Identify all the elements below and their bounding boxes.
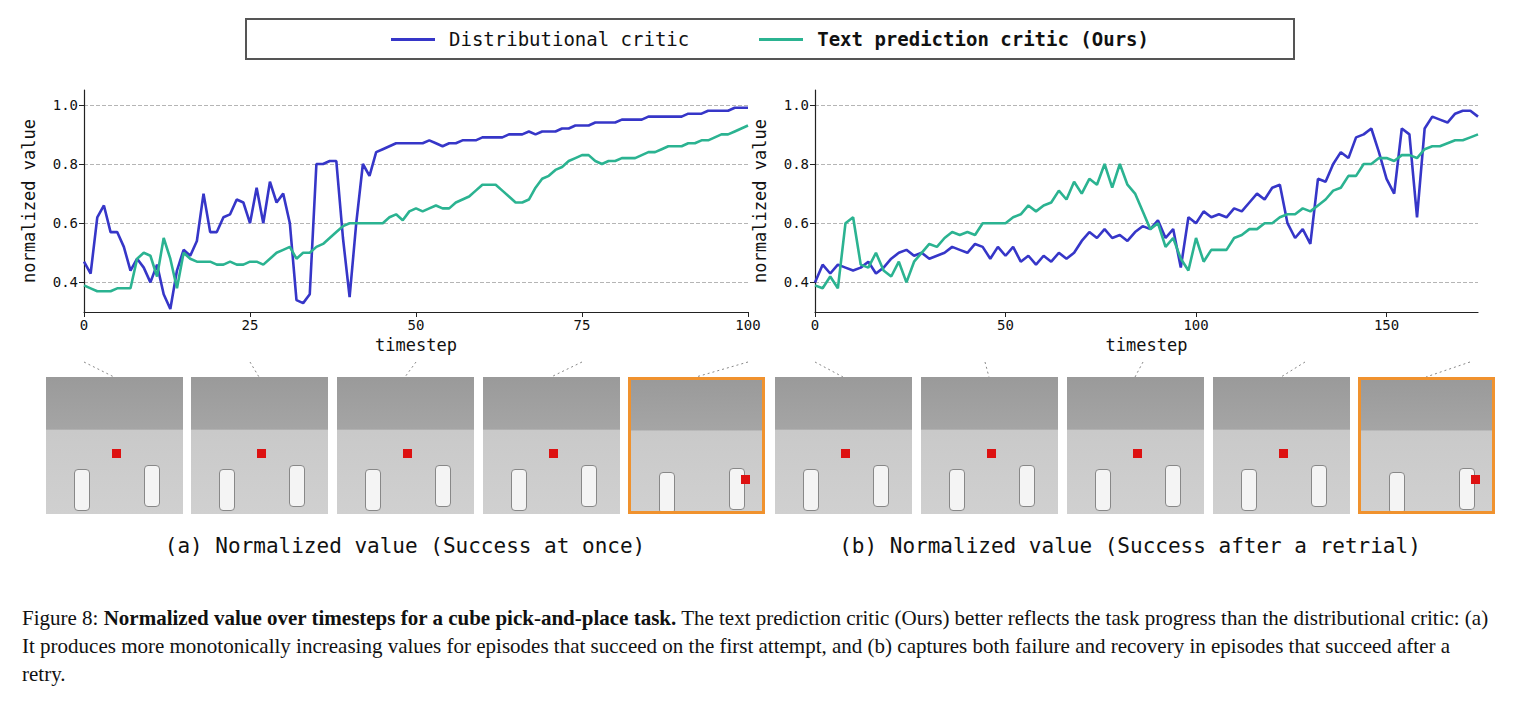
- svg-text:100: 100: [735, 317, 760, 333]
- svg-text:0.8: 0.8: [53, 156, 78, 172]
- svg-text:timestep: timestep: [1106, 335, 1188, 355]
- svg-text:0.6: 0.6: [784, 215, 809, 231]
- svg-text:50: 50: [408, 317, 425, 333]
- svg-text:normalized value: normalized value: [19, 119, 39, 283]
- svg-text:1.0: 1.0: [784, 97, 809, 113]
- html-text:Figure 8: Normalized value ove: Figure 8: Normalized value over timestep…: [22, 606, 1489, 686]
- svg-text:0: 0: [80, 317, 88, 333]
- svg-text:normalized value: normalized value: [750, 119, 770, 283]
- svg-text:100: 100: [1183, 317, 1208, 333]
- html-text:(a) Normalized value (Success: (a) Normalized value (Success at once): [164, 534, 646, 558]
- svg-text:150: 150: [1374, 317, 1399, 333]
- svg-text:0.6: 0.6: [53, 215, 78, 231]
- svg-text:75: 75: [574, 317, 591, 333]
- svg-text:0: 0: [811, 317, 819, 333]
- svg-text:timestep: timestep: [375, 335, 457, 355]
- html-text:(b) Normalized value (Success: (b) Normalized value (Success after a re…: [839, 534, 1421, 558]
- svg-text:1.0: 1.0: [53, 97, 78, 113]
- html-text:Distributional critic: Distributional critic: [449, 28, 690, 50]
- svg-text:0.8: 0.8: [784, 156, 809, 172]
- svg-text:50: 50: [997, 317, 1014, 333]
- svg-text:25: 25: [242, 317, 259, 333]
- svg-text:0.4: 0.4: [784, 274, 809, 290]
- html-text:Text prediction critic (Ours): Text prediction critic (Ours): [817, 28, 1149, 50]
- svg-text:0.4: 0.4: [53, 274, 78, 290]
